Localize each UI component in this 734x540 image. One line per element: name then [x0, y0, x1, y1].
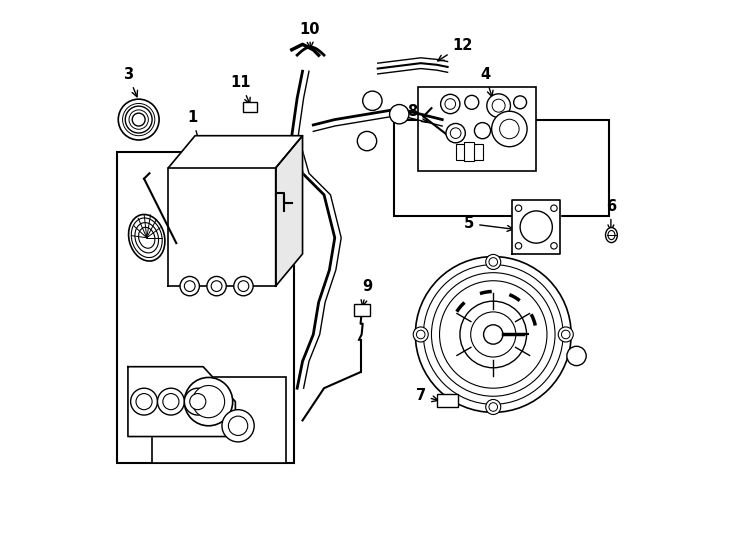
Bar — [117, 152, 294, 463]
Circle shape — [465, 96, 479, 109]
Circle shape — [126, 106, 152, 133]
Circle shape — [460, 301, 526, 368]
Circle shape — [184, 377, 233, 426]
Bar — [244, 102, 257, 112]
Ellipse shape — [486, 254, 501, 269]
Text: 8: 8 — [407, 104, 428, 123]
Circle shape — [432, 273, 555, 396]
Text: 6: 6 — [606, 199, 616, 231]
Circle shape — [515, 242, 522, 249]
Text: 12: 12 — [437, 38, 473, 61]
Circle shape — [233, 276, 253, 296]
Text: 9: 9 — [361, 280, 372, 306]
Text: 10: 10 — [299, 22, 320, 48]
Ellipse shape — [606, 227, 617, 242]
Text: 11: 11 — [230, 76, 251, 104]
Bar — [456, 144, 482, 160]
Circle shape — [192, 386, 225, 418]
Text: 7: 7 — [415, 388, 438, 403]
Circle shape — [446, 124, 465, 143]
Circle shape — [514, 96, 526, 109]
Circle shape — [440, 94, 460, 113]
Circle shape — [487, 94, 510, 118]
Ellipse shape — [559, 327, 573, 342]
Bar — [437, 394, 458, 407]
Text: 3: 3 — [123, 68, 137, 97]
Circle shape — [207, 276, 226, 296]
Circle shape — [550, 205, 557, 212]
Polygon shape — [168, 136, 302, 168]
Circle shape — [136, 394, 152, 410]
Circle shape — [238, 281, 249, 292]
Circle shape — [440, 281, 547, 388]
Circle shape — [189, 394, 206, 410]
Bar — [354, 304, 370, 316]
Circle shape — [470, 312, 516, 357]
Bar — [464, 142, 474, 161]
Circle shape — [363, 91, 382, 111]
Bar — [152, 377, 286, 463]
Circle shape — [390, 105, 409, 124]
Polygon shape — [512, 200, 560, 254]
Circle shape — [515, 205, 522, 212]
Circle shape — [180, 276, 200, 296]
Circle shape — [184, 281, 195, 292]
Circle shape — [484, 325, 503, 344]
Text: 5: 5 — [464, 216, 513, 231]
Circle shape — [158, 388, 184, 415]
Circle shape — [222, 410, 254, 442]
Text: 1: 1 — [187, 110, 200, 142]
Circle shape — [184, 388, 211, 415]
Ellipse shape — [413, 327, 428, 342]
Circle shape — [357, 131, 377, 151]
Circle shape — [474, 123, 490, 139]
Circle shape — [520, 211, 553, 243]
Text: 4: 4 — [480, 68, 493, 97]
Ellipse shape — [486, 400, 501, 415]
Circle shape — [567, 346, 586, 366]
Text: 2: 2 — [128, 379, 142, 411]
Circle shape — [550, 242, 557, 249]
Bar — [394, 119, 608, 217]
Circle shape — [211, 281, 222, 292]
Circle shape — [415, 256, 571, 413]
Circle shape — [118, 99, 159, 140]
Circle shape — [131, 388, 158, 415]
Polygon shape — [276, 136, 302, 286]
Circle shape — [132, 113, 145, 126]
Text: 13: 13 — [261, 172, 282, 192]
Polygon shape — [168, 168, 276, 286]
Polygon shape — [128, 367, 236, 436]
Circle shape — [424, 265, 563, 404]
Circle shape — [163, 394, 179, 410]
Ellipse shape — [128, 214, 165, 261]
Bar — [418, 87, 537, 171]
Circle shape — [492, 111, 527, 147]
